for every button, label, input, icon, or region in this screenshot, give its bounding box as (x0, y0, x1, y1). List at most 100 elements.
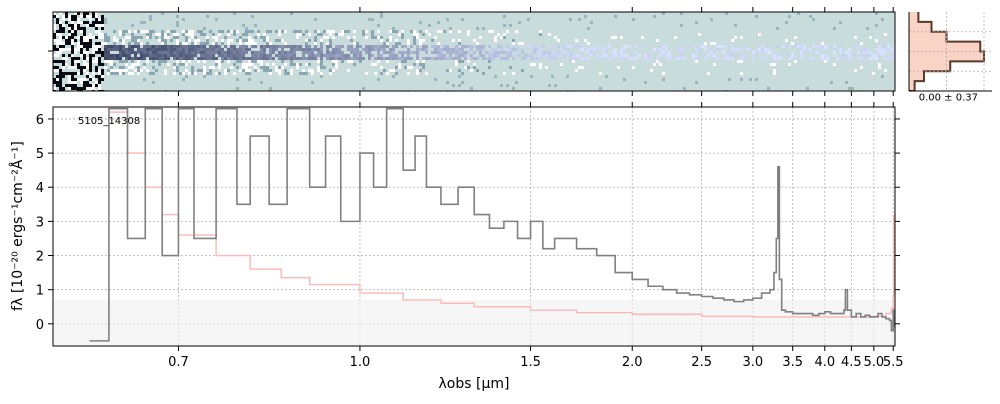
heatmap-cell (185, 51, 188, 54)
heatmap-cell (581, 57, 584, 60)
heatmap-cell (434, 78, 437, 81)
heatmap-cell (224, 51, 227, 54)
heatmap-cell (215, 45, 218, 48)
heatmap-cell (137, 57, 140, 60)
heatmap-cell (800, 51, 803, 54)
heatmap-cell (833, 45, 836, 48)
heatmap-cell (521, 48, 524, 51)
heatmap-cell (215, 42, 218, 45)
heatmap-cell (791, 51, 794, 54)
heatmap-cell (113, 36, 116, 39)
heatmap-cell (410, 45, 413, 48)
heatmap-cell (401, 33, 404, 36)
heatmap-cell (413, 39, 416, 42)
heatmap-cell (191, 66, 194, 69)
heatmap-cell (221, 57, 224, 60)
heatmap-cell (230, 45, 233, 48)
heatmap-cell (452, 39, 455, 42)
heatmap-cell (209, 69, 212, 72)
heatmap-cell (509, 24, 512, 27)
heatmap-cell (389, 57, 392, 60)
heatmap-cell (311, 72, 314, 75)
heatmap-cell (755, 15, 758, 18)
heatmap-cell (506, 30, 509, 33)
heatmap-cell (251, 63, 254, 66)
heatmap-cell (533, 51, 536, 54)
heatmap-cell (374, 48, 377, 51)
heatmap-cell (245, 72, 248, 75)
heatmap-cell (179, 42, 182, 45)
heatmap-cell (101, 42, 104, 45)
heatmap-cell (776, 45, 779, 48)
heatmap-cell (329, 45, 332, 48)
heatmap-cell (368, 54, 371, 57)
heatmap-cell (440, 57, 443, 60)
heatmap-cell (371, 48, 374, 51)
heatmap-cell (431, 39, 434, 42)
heatmap-cell (305, 42, 308, 45)
heatmap-cell (236, 30, 239, 33)
heatmap-cell (800, 45, 803, 48)
heatmap-cell (164, 48, 167, 51)
heatmap-cell (389, 36, 392, 39)
heatmap-cell (173, 63, 176, 66)
heatmap-cell (77, 66, 80, 69)
heatmap-cell (527, 45, 530, 48)
heatmap-cell (92, 48, 95, 51)
heatmap-cell (824, 45, 827, 48)
heatmap-cell (305, 72, 308, 75)
heatmap-cell (680, 24, 683, 27)
heatmap-cell (65, 48, 68, 51)
heatmap-cell (101, 69, 104, 72)
heatmap-cell (125, 54, 128, 57)
heatmap-cell (866, 54, 869, 57)
heatmap-cell (86, 45, 89, 48)
heatmap-cell (161, 48, 164, 51)
heatmap-cell (206, 42, 209, 45)
heatmap-cell (878, 51, 881, 54)
heatmap-cell (338, 48, 341, 51)
heatmap-cell (227, 60, 230, 63)
heatmap-cell (215, 36, 218, 39)
heatmap-cell (785, 21, 788, 24)
heatmap-cell (893, 54, 895, 57)
x-tick-label: 1.0 (350, 355, 371, 370)
heatmap-cell (263, 54, 266, 57)
heatmap-cell (221, 42, 224, 45)
heatmap-cell (89, 36, 92, 39)
heatmap-cell (74, 57, 77, 60)
heatmap-cell (833, 63, 836, 66)
heatmap-cell (116, 72, 119, 75)
heatmap-cell (461, 54, 464, 57)
heatmap-cell (188, 48, 191, 51)
heatmap-cell (503, 51, 506, 54)
heatmap-cell (185, 39, 188, 42)
heatmap-cell (302, 69, 305, 72)
heatmap-cell (206, 15, 209, 18)
spectrum-2d-ticks (48, 7, 894, 96)
heatmap-cell (107, 54, 110, 57)
heatmap-cell (515, 81, 518, 84)
heatmap-cell (461, 72, 464, 75)
heatmap-cell (95, 60, 98, 63)
heatmap-cell (407, 66, 410, 69)
heatmap-cell (98, 48, 101, 51)
heatmap-cell (221, 30, 224, 33)
heatmap-cell (116, 54, 119, 57)
heatmap-cell (293, 57, 296, 60)
heatmap-cell (140, 51, 143, 54)
heatmap-cell (275, 45, 278, 48)
heatmap-cell (395, 57, 398, 60)
heatmap-cell (815, 51, 818, 54)
heatmap-cell (857, 45, 860, 48)
heatmap-cell (482, 27, 485, 30)
heatmap-cell (464, 51, 467, 54)
heatmap-cell (419, 48, 422, 51)
heatmap-cell (56, 18, 59, 21)
heatmap-cell (455, 48, 458, 51)
heatmap-cell (98, 36, 101, 39)
heatmap-cell (191, 69, 194, 72)
heatmap-cell (722, 45, 725, 48)
heatmap-cell (461, 51, 464, 54)
heatmap-cell (416, 57, 419, 60)
